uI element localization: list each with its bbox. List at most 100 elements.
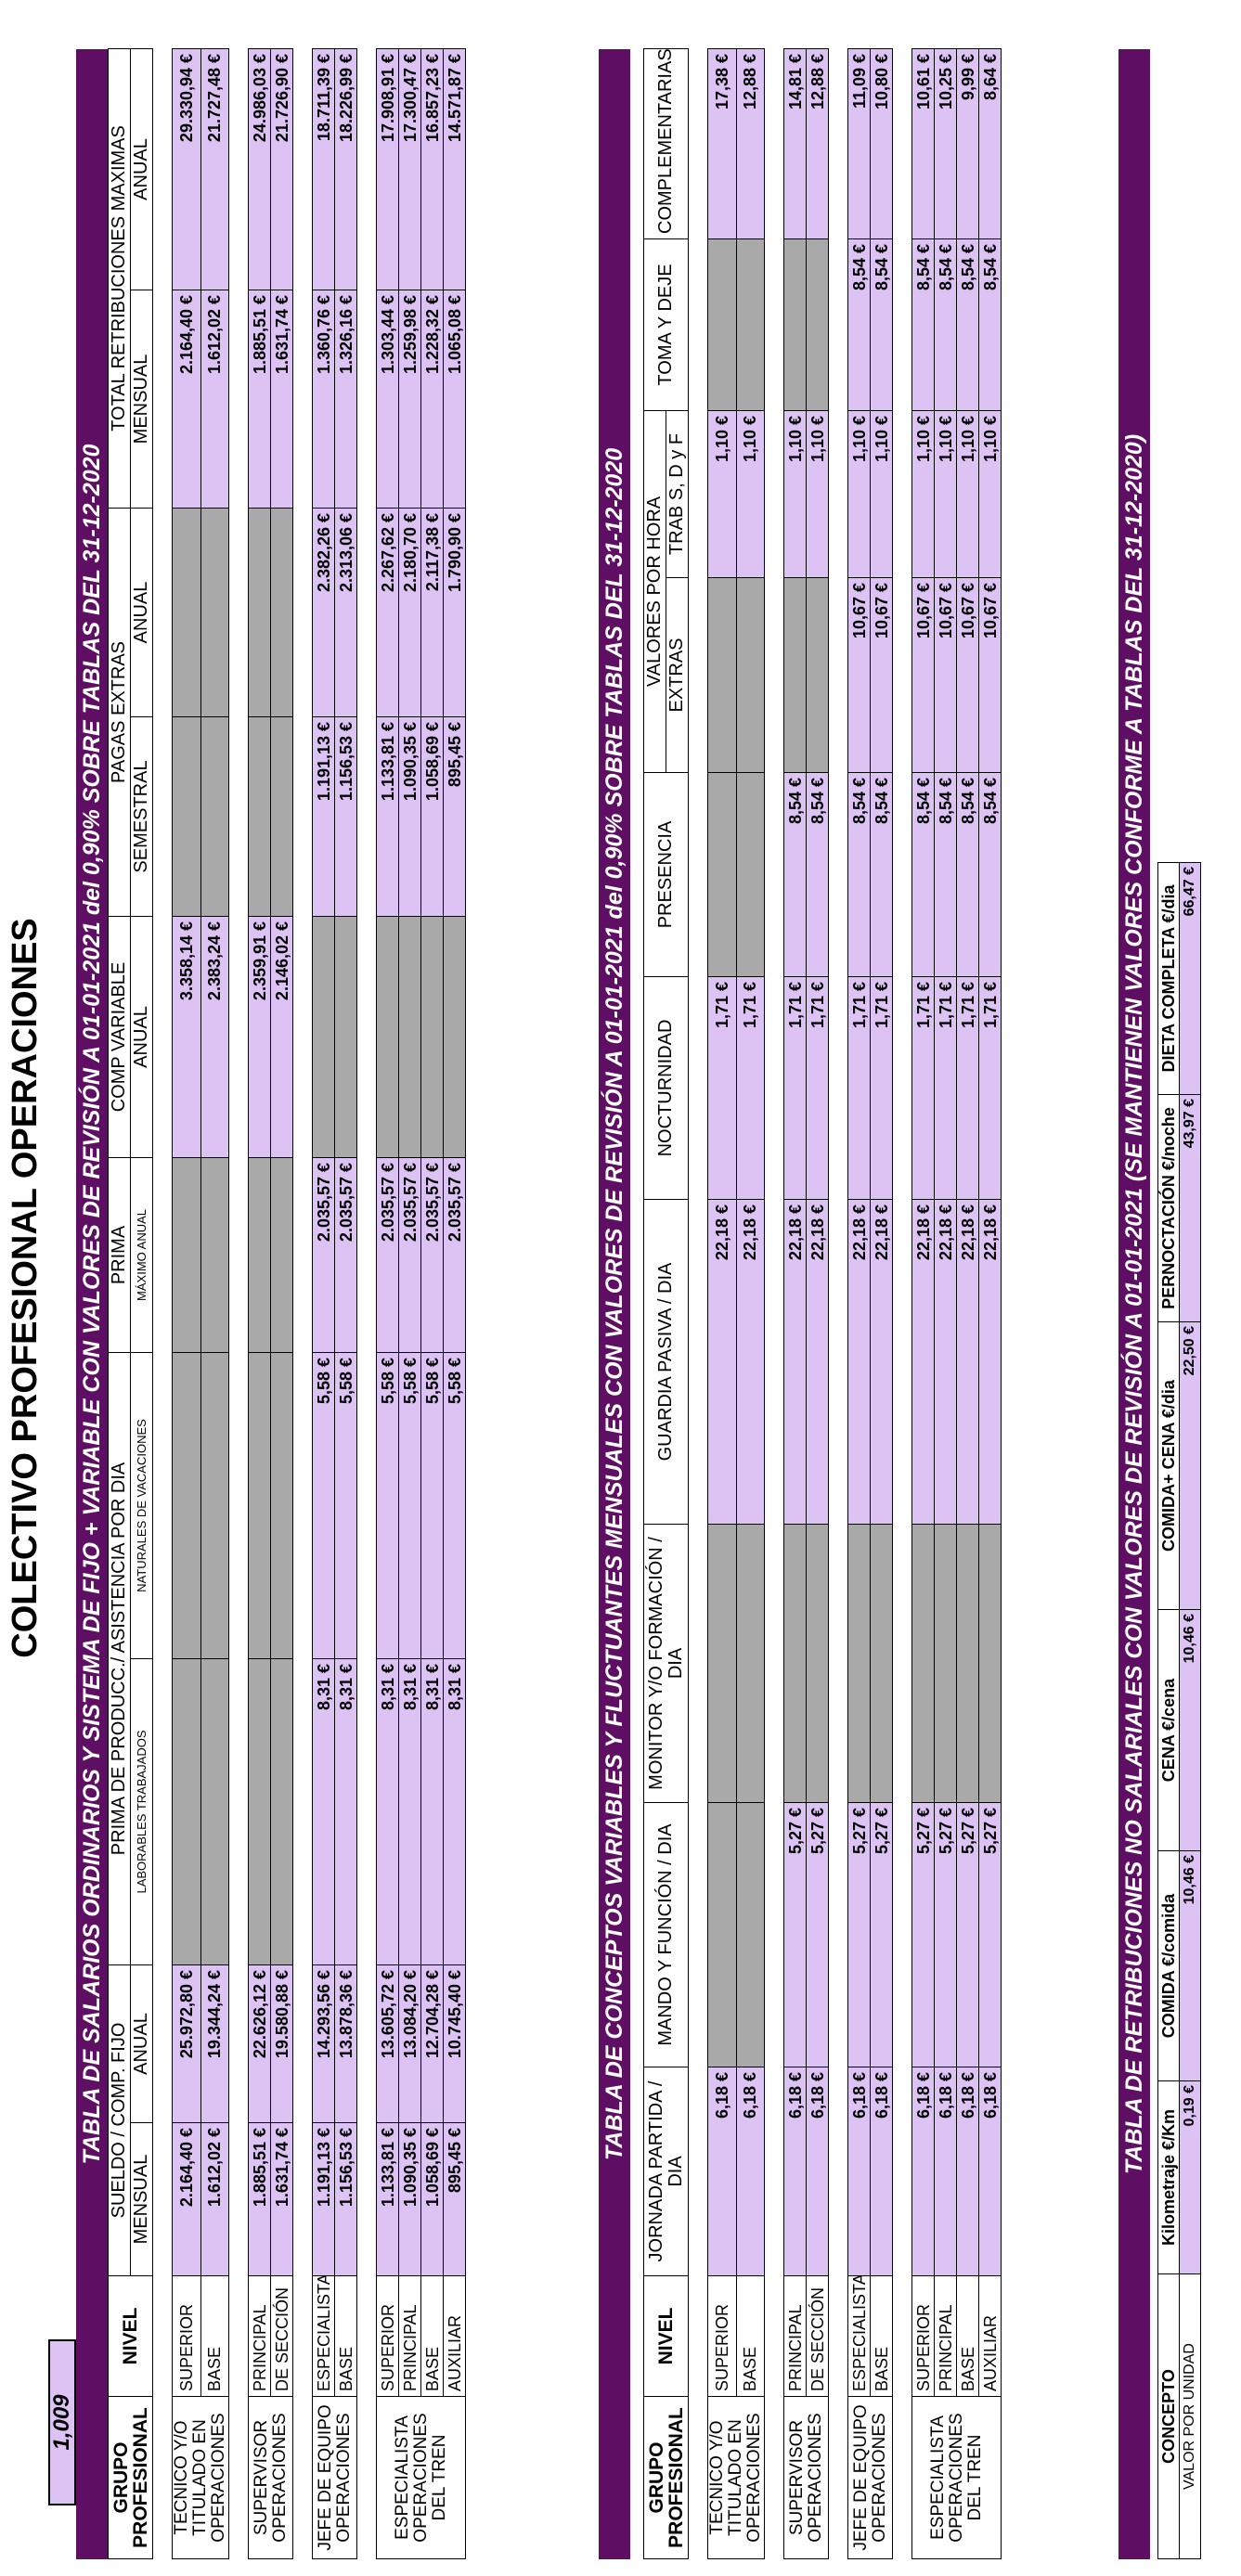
value-cell [270, 508, 293, 717]
value-cell: 1.259,98 € [398, 290, 421, 509]
value-cell [172, 1352, 200, 1659]
table-row: DE SECCIÓN 1.631,74 €19.580,88 €2.146,02 … [270, 48, 293, 2558]
value-cell: 8,54 € [911, 238, 935, 411]
group-name: SUPERVISOR OPERACIONES [248, 2396, 293, 2559]
page-title: COLECTIVO PROFESIONAL OPERACIONES [6, 918, 45, 1658]
value-cell: 24.986,03 € [248, 48, 271, 290]
value-cell [248, 1157, 271, 1353]
value-cell: 5,27 € [806, 1802, 829, 2067]
value-cell [443, 916, 466, 1158]
value-cell: 13.605,72 € [376, 1964, 399, 2123]
value-cell [783, 577, 807, 773]
value-cell: 1.191,13 € [312, 2122, 335, 2276]
value-cell [200, 508, 229, 717]
header-monitor: MONITOR Y/O FORMACIÓN / DIA [643, 1524, 689, 1803]
value-cell: 22,18 € [870, 1199, 893, 1525]
value-cell [248, 508, 271, 717]
value-cell [736, 1802, 765, 2067]
value-cell: 1,71 € [978, 976, 1002, 1200]
table-row: BASE 1.612,02 €19.344,24 €2.383,24 €1.612… [200, 48, 229, 2558]
value-cell: 8,31 € [376, 1658, 399, 1965]
value-cell: 2.383,24 € [200, 916, 229, 1158]
table-row: TECNICO Y/O TITULADO EN OPERACIONES SUPER… [707, 48, 765, 2559]
value-cell: 10,80 € [870, 48, 893, 239]
nivel-cell: PRINCIPAL [248, 2275, 271, 2397]
header-nocturnidad: NOCTURNIDAD [643, 976, 689, 1200]
nos-value-4: 43,97 € [1179, 1094, 1201, 1322]
header-prima-dia: PRIMA DE PRODUCC./ ASISTENCIA POR DIA [108, 1352, 131, 1965]
value-cell: 2.035,57 € [398, 1157, 421, 1353]
value-cell: 14.293,56 € [312, 1964, 335, 2123]
value-cell: 1,71 € [806, 976, 829, 1200]
sub-anual-3: ANUAL [130, 508, 153, 717]
table-row: SUPERVISOR OPERACIONES PRINCIPAL 6,18 €5,2… [783, 48, 829, 2559]
nos-value-1: 10,46 € [1179, 1850, 1201, 2081]
sub-anual-2: ANUAL [130, 916, 153, 1158]
value-cell: 5,58 € [376, 1352, 399, 1659]
value-cell: 1,10 € [956, 410, 979, 578]
nos-header-5: DIETA COMPLETA €/dia [1157, 862, 1180, 1095]
value-cell: 895,45 € [443, 2122, 466, 2276]
header-jornada: JORNADA PARTIDA / DIA [643, 2067, 689, 2276]
value-cell: 6,18 € [934, 2067, 957, 2276]
group-spacer [688, 48, 708, 2559]
value-cell: 22,18 € [934, 1199, 957, 1525]
group-spacer [828, 48, 848, 2559]
value-cell: 14,81 € [783, 48, 807, 239]
value-cell: 8,31 € [443, 1658, 466, 1965]
no-salariales-table: CONCEPTO Kilometraje €/Km COMIDA €/comid… [1157, 48, 1201, 2559]
nivel-cell: PRINCIPAL [783, 2275, 807, 2397]
sub-mensual: MENSUAL [130, 2122, 153, 2276]
value-cell [978, 1524, 1002, 1803]
value-cell: 10,67 € [870, 577, 893, 773]
group-name: TECNICO Y/O TITULADO EN OPERACIONES [707, 2396, 765, 2559]
value-cell: 1,71 € [783, 976, 807, 1200]
value-cell: 1,10 € [911, 410, 935, 578]
value-cell: 5,58 € [398, 1352, 421, 1659]
header-presencia: PRESENCIA [643, 772, 689, 977]
value-cell: 22,18 € [707, 1199, 736, 1525]
group-name: JEFE DE EQUIPO OPERACIONES [312, 2396, 357, 2559]
value-cell: 5,27 € [911, 1802, 935, 2067]
valor-unidad-label: VALOR POR UNIDAD [1179, 2273, 1201, 2559]
value-cell [270, 1658, 293, 1965]
value-cell [806, 1524, 829, 1803]
value-cell: 5,27 € [956, 1802, 979, 2067]
value-cell [736, 772, 765, 977]
value-cell [200, 1658, 229, 1965]
sub-anual-4: ANUAL [130, 48, 153, 290]
value-cell: 1,71 € [736, 976, 765, 1200]
value-cell: 1.612,02 € [200, 2122, 229, 2276]
value-cell: 1.090,35 € [398, 2122, 421, 2276]
banner-variables: TABLA DE CONCEPTOS VARIABLES Y FLUCTUANT… [599, 49, 630, 2559]
value-cell: 1.133,81 € [376, 716, 399, 917]
table-row: AUXILIAR 895,45 €10.745,40 €8,31 €5,58 €2… [443, 48, 466, 2558]
header-guardia: GUARDIA PASIVA / DIA [643, 1199, 689, 1525]
revision-factor: 1,009 [48, 2339, 76, 2505]
value-cell: 1,10 € [783, 410, 807, 578]
value-cell: 10,67 € [911, 577, 935, 773]
table-row: SUPERVISOR OPERACIONES PRINCIPAL 1.885,51 … [248, 48, 293, 2559]
table-row: BASE 1.156,53 €13.878,36 €8,31 €5,58 €2.0… [334, 48, 357, 2558]
value-cell: 6,18 € [978, 2067, 1002, 2276]
nivel-cell: SUPERIOR [376, 2275, 399, 2397]
value-cell: 2.382,26 € [312, 508, 335, 717]
value-cell: 17.908,91 € [376, 48, 399, 290]
value-cell: 1.191,13 € [312, 716, 335, 917]
header-trab-sdf: TRAB S, D y F [666, 410, 689, 578]
value-cell: 2.035,57 € [312, 1157, 335, 1353]
header-comp-variable: COMP VARIABLE [108, 916, 131, 1158]
value-cell: 5,58 € [334, 1352, 357, 1659]
value-cell: 8,64 € [978, 48, 1002, 239]
group-spacer [152, 48, 173, 2559]
table-row: JEFE DE EQUIPO OPERACIONES ESPECIALISTA 1.… [312, 48, 357, 2559]
value-cell: 1,10 € [870, 410, 893, 578]
value-cell [172, 1157, 200, 1353]
header-mando: MANDO Y FUNCIÓN / DIA [643, 1802, 689, 2067]
value-cell: 6,18 € [847, 2067, 871, 2276]
value-cell: 12.704,28 € [420, 1964, 444, 2123]
salary-table: GRUPO PROFESIONAL NIVEL SUELDO / COMP. F… [108, 48, 466, 2559]
table-row: BASE 6,18 €5,27 €22,18 €1,71 €8,54 €10,67… [956, 48, 979, 2558]
group-name: JEFE DE EQUIPO OPERACIONES [847, 2396, 893, 2559]
